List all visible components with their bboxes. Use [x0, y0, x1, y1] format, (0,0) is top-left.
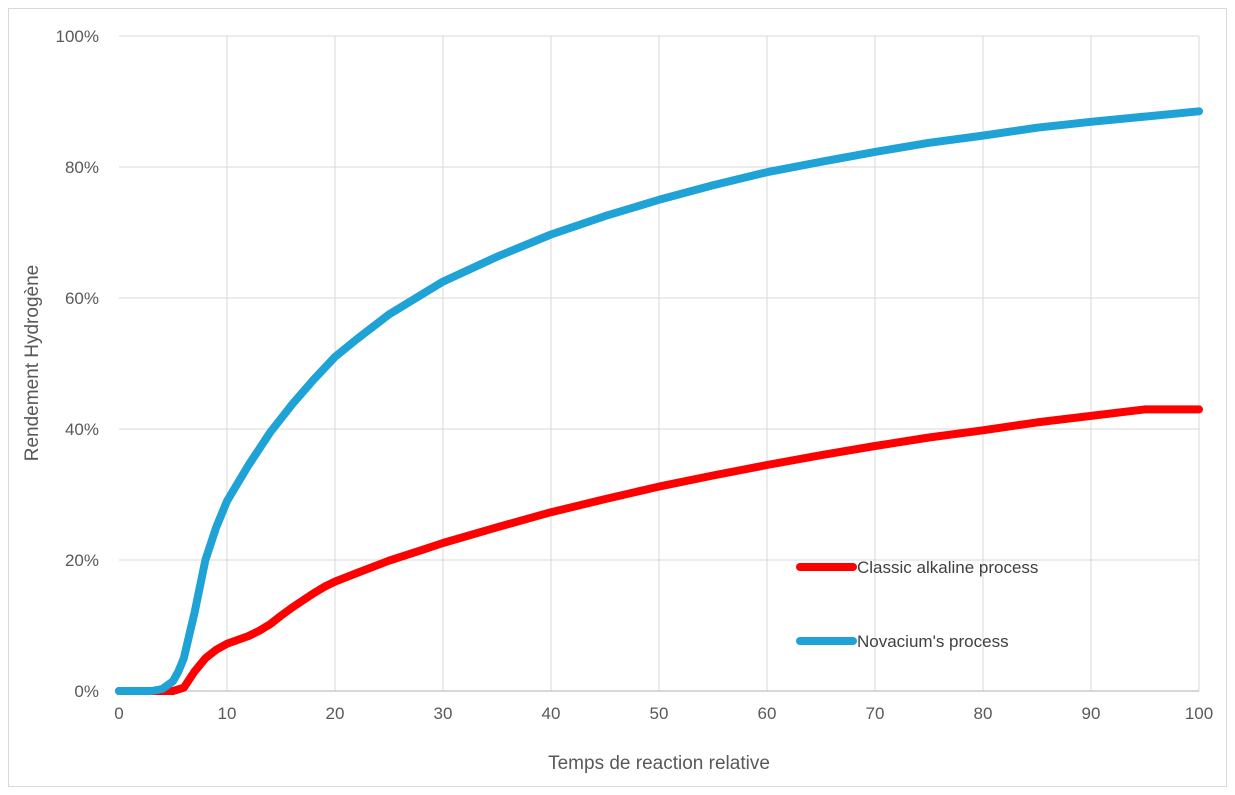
legend-label-classic: Classic alkaline process — [857, 558, 1038, 577]
y-tick-label: 60% — [65, 289, 99, 308]
x-tick-label: 70 — [866, 704, 885, 723]
x-tick-label: 0 — [114, 704, 123, 723]
x-tick-label: 50 — [650, 704, 669, 723]
series-line-novacium — [115, 107, 1203, 695]
x-tick-label: 60 — [758, 704, 777, 723]
y-tick-label: 0% — [74, 682, 99, 701]
y-tick-label: 80% — [65, 158, 99, 177]
y-tick-label: 100% — [56, 27, 99, 46]
gridlines — [119, 35, 1200, 691]
x-axis-title: Temps de reaction relative — [548, 753, 770, 774]
x-tick-label: 100 — [1185, 704, 1213, 723]
series-lines — [115, 107, 1203, 695]
legend-label-novacium: Novacium's process — [857, 632, 1009, 651]
tick-labels: 0 10 20 30 40 50 60 70 80 90 100 0% 20% 40% 60% 80% 100% — [56, 27, 1214, 723]
series-line-classic-alkaline — [115, 405, 1203, 695]
legend: Classic alkaline process Novacium's proc… — [796, 558, 1038, 651]
x-tick-label: 30 — [434, 704, 453, 723]
x-tick-label: 80 — [974, 704, 993, 723]
y-axis-title: Rendement Hydrogène — [22, 265, 43, 461]
y-tick-label: 40% — [65, 420, 99, 439]
y-tick-label: 20% — [65, 551, 99, 570]
x-tick-label: 90 — [1082, 704, 1101, 723]
x-tick-label: 40 — [542, 704, 561, 723]
x-tick-label: 20 — [326, 704, 345, 723]
x-tick-label: 10 — [218, 704, 237, 723]
